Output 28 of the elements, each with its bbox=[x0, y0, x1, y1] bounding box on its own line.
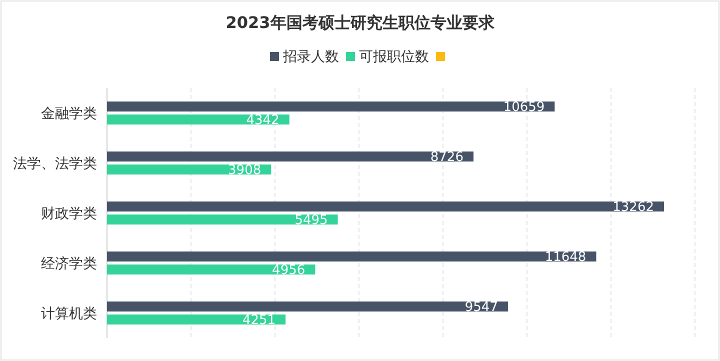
y-tick-label: 法学、法学类 bbox=[13, 156, 97, 172]
bar bbox=[107, 264, 316, 274]
chart-title: 2023年国考硕士研究生职位专业要求 bbox=[226, 13, 496, 32]
legend-label: 可报职位数 bbox=[359, 49, 429, 65]
data-label: 5495 bbox=[294, 213, 328, 228]
bar bbox=[107, 302, 508, 312]
y-tick-label: 经济学类 bbox=[41, 256, 97, 272]
data-label: 4251 bbox=[242, 313, 276, 328]
data-label: 11648 bbox=[544, 250, 586, 265]
data-label: 3908 bbox=[228, 163, 262, 178]
bar bbox=[107, 102, 555, 112]
bar bbox=[107, 252, 596, 262]
data-label: 4956 bbox=[272, 263, 306, 278]
y-tick-label: 计算机类 bbox=[41, 306, 97, 322]
data-label: 13262 bbox=[612, 200, 654, 215]
data-label: 10659 bbox=[503, 100, 545, 115]
y-tick-label: 财政学类 bbox=[41, 206, 97, 222]
bar bbox=[107, 202, 664, 212]
y-tick-label: 金融学类 bbox=[41, 106, 97, 122]
data-label: 4342 bbox=[246, 113, 280, 128]
bar bbox=[107, 152, 474, 162]
data-label: 9547 bbox=[464, 300, 498, 315]
legend-label: 招录人数 bbox=[282, 49, 339, 65]
bar bbox=[107, 164, 272, 174]
bar bbox=[107, 114, 290, 124]
bar bbox=[107, 314, 286, 324]
bar bbox=[107, 214, 338, 224]
data-label: 8726 bbox=[430, 150, 464, 165]
